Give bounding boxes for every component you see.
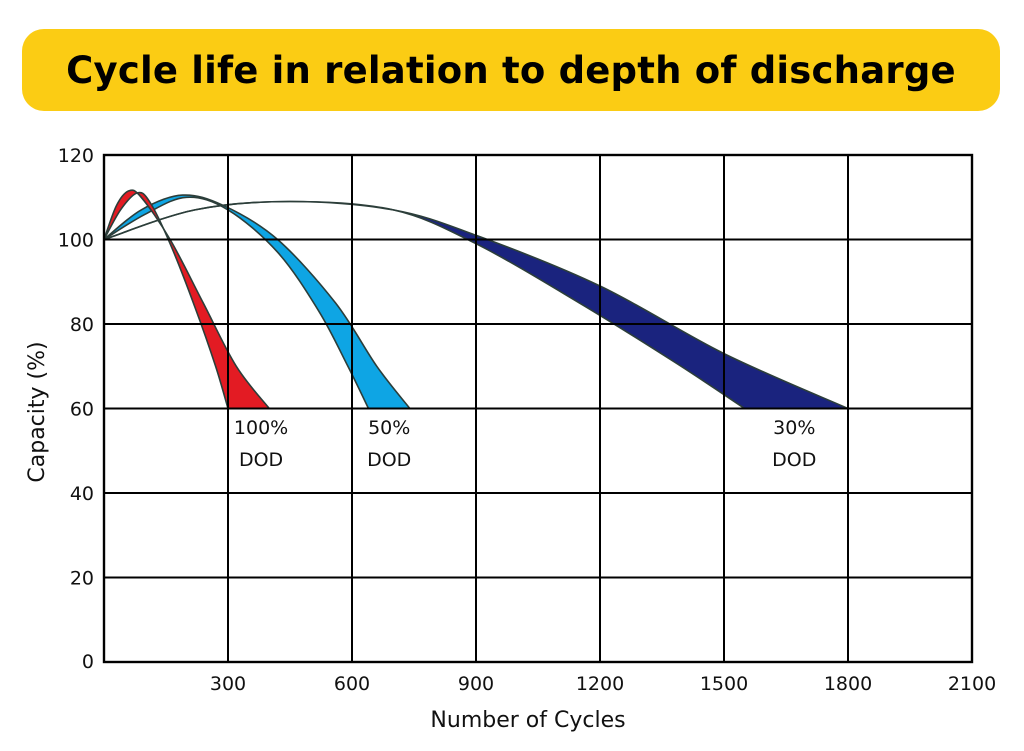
y-tick-label-0: 0: [82, 651, 94, 673]
y-tick-label-40: 40: [70, 483, 94, 505]
x-tick-label-600: 600: [334, 673, 370, 695]
band-label-30-dod-line-2: DOD: [772, 449, 816, 471]
band-upper-edge-50-dod: [103, 194, 411, 409]
y-tick-label-20: 20: [70, 568, 94, 590]
x-tick-label-1200: 1200: [576, 673, 624, 695]
x-tick-label-300: 300: [210, 673, 246, 695]
x-tick-label-2100: 2100: [948, 673, 996, 695]
y-tick-label-60: 60: [70, 399, 94, 421]
grid: [102, 153, 974, 664]
band-labels: 100% DOD 50% DOD 30% DOD: [234, 417, 816, 471]
plot-frame: [102, 153, 974, 664]
y-axis-title: Capacity (%): [25, 341, 50, 482]
chart-title: Cycle life in relation to depth of disch…: [66, 48, 956, 92]
x-tick-label-1800: 1800: [824, 673, 872, 695]
band-lower-edge-100-dod: [103, 191, 229, 409]
band-label-50-dod-line-1: 50%: [368, 417, 410, 439]
band-label-50-dod-line-2: DOD: [367, 449, 411, 471]
x-tick-label-1500: 1500: [700, 673, 748, 695]
band-lower-edge-50-dod: [103, 196, 370, 409]
band-upper-edge-100-dod: [103, 189, 270, 409]
title-banner: Cycle life in relation to depth of disch…: [22, 29, 1000, 111]
y-tick-label-100: 100: [58, 230, 94, 252]
band-label-100-dod-line-2: DOD: [239, 449, 283, 471]
band-label-30-dod-line-1: 30%: [773, 417, 815, 439]
band-lower-edge-30-dod: [103, 200, 746, 410]
x-tick-label-900: 900: [458, 673, 494, 695]
tick-labels: 0 20 40 60 80 100 120 300 600 900 1200 1500 1800 2100: [58, 145, 996, 695]
y-tick-label-120: 120: [58, 145, 94, 167]
band-label-100-dod-line-1: 100%: [234, 417, 288, 439]
x-axis-title: Number of Cycles: [430, 708, 625, 733]
y-tick-label-80: 80: [70, 314, 94, 336]
band-50-dod: [104, 195, 410, 409]
